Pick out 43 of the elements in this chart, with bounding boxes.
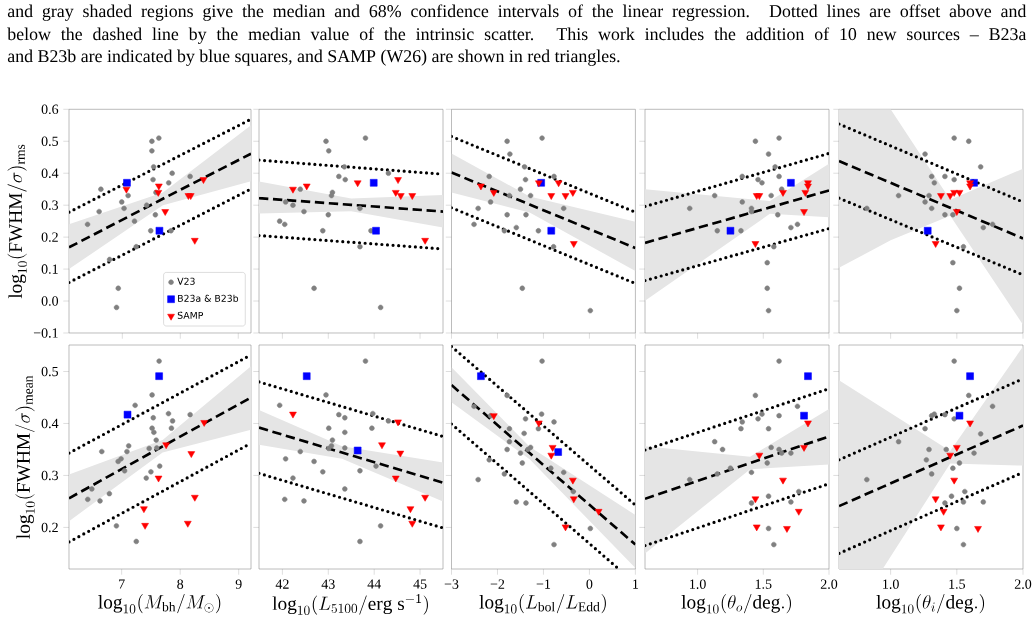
x-tick-label: 2.0 [1014,579,1032,589]
y-tick-label: 0.4 [41,418,59,429]
y-tick-label: 0.0 [41,296,59,306]
x-tick-label: 7 [119,579,125,589]
x-axis-title: $\log_{10}(\theta_i/\mathrm{deg.})$ [876,594,985,614]
x-tick-label: 1 [633,579,639,589]
x-tick-label: 42 [275,579,289,589]
x-axis-title: $\log_{10}(M_{\mathrm{bh}}/M_{\odot})$ [98,594,221,614]
x-axis-title: $\log_{10}(\theta_o/\mathrm{deg.})$ [681,594,791,614]
legend-label: V23 [177,277,195,285]
y-tick-label: 0.2 [41,522,58,533]
y-tick-label: 0.5 [41,366,59,377]
x-tick-label: −2 [490,579,505,589]
y-axis-title: $\log_{10}(\mathrm{FWHM}/\sigma)_{\mathrm{rms}}$ [7,144,28,299]
y-tick-label: 0.6 [41,104,59,115]
x-tick-label: 1.5 [949,579,966,589]
x-tick-label: 9 [235,579,242,589]
x-tick-label: −1 [536,579,551,589]
x-axis-title: $\log_{10}(L_{5100}/\mathrm{erg\ s^{-1}})$ [272,593,428,615]
x-tick-label: 8 [177,579,184,589]
x-axis-title: $\log_{10}(L_{\mathrm{bol}}/L_{\mathrm{Edd}})$ [479,594,606,614]
y-tick-label: 0.1 [41,264,58,274]
x-tick-label: 45 [413,579,427,589]
text: and B23b are indicated by blue squares, and SAMP (W26) are shown in red triangles. [7,49,620,66]
x-tick-label: −3 [444,579,459,589]
text: below the dashed line by the median value of the intrinsic scatter. This work includes the addition of 10 new sources – B23a [7,27,1027,44]
x-tick-label: 0 [586,579,593,589]
x-tick-label: 43 [321,579,335,589]
y-axis-title: $\log_{10}(\mathrm{FWHM}/\sigma)_{\mathrm{mean}}$ [15,375,35,539]
legend-label: SAMP [177,311,204,319]
y-tick-label: 0.3 [41,470,59,481]
legend-label: B23a & B23b [178,294,239,302]
y-tick-label: 0.3 [41,200,59,210]
y-tick-label: 0.2 [41,232,58,242]
x-tick-label: 1.0 [883,579,899,589]
x-tick-label: 2.0 [820,579,838,589]
text: and gray shaded regions give the median and 68% confidence intervals of the linear regression. Dotted lines are offset above and [7,4,1027,21]
x-tick-label: 44 [367,579,381,589]
x-tick-label: 1.5 [755,579,772,589]
y-tick-label: −0.1 [33,328,58,338]
x-tick-label: 1.0 [690,579,706,589]
y-tick-label: 0.5 [41,136,59,146]
y-tick-label: 0.4 [41,168,59,178]
